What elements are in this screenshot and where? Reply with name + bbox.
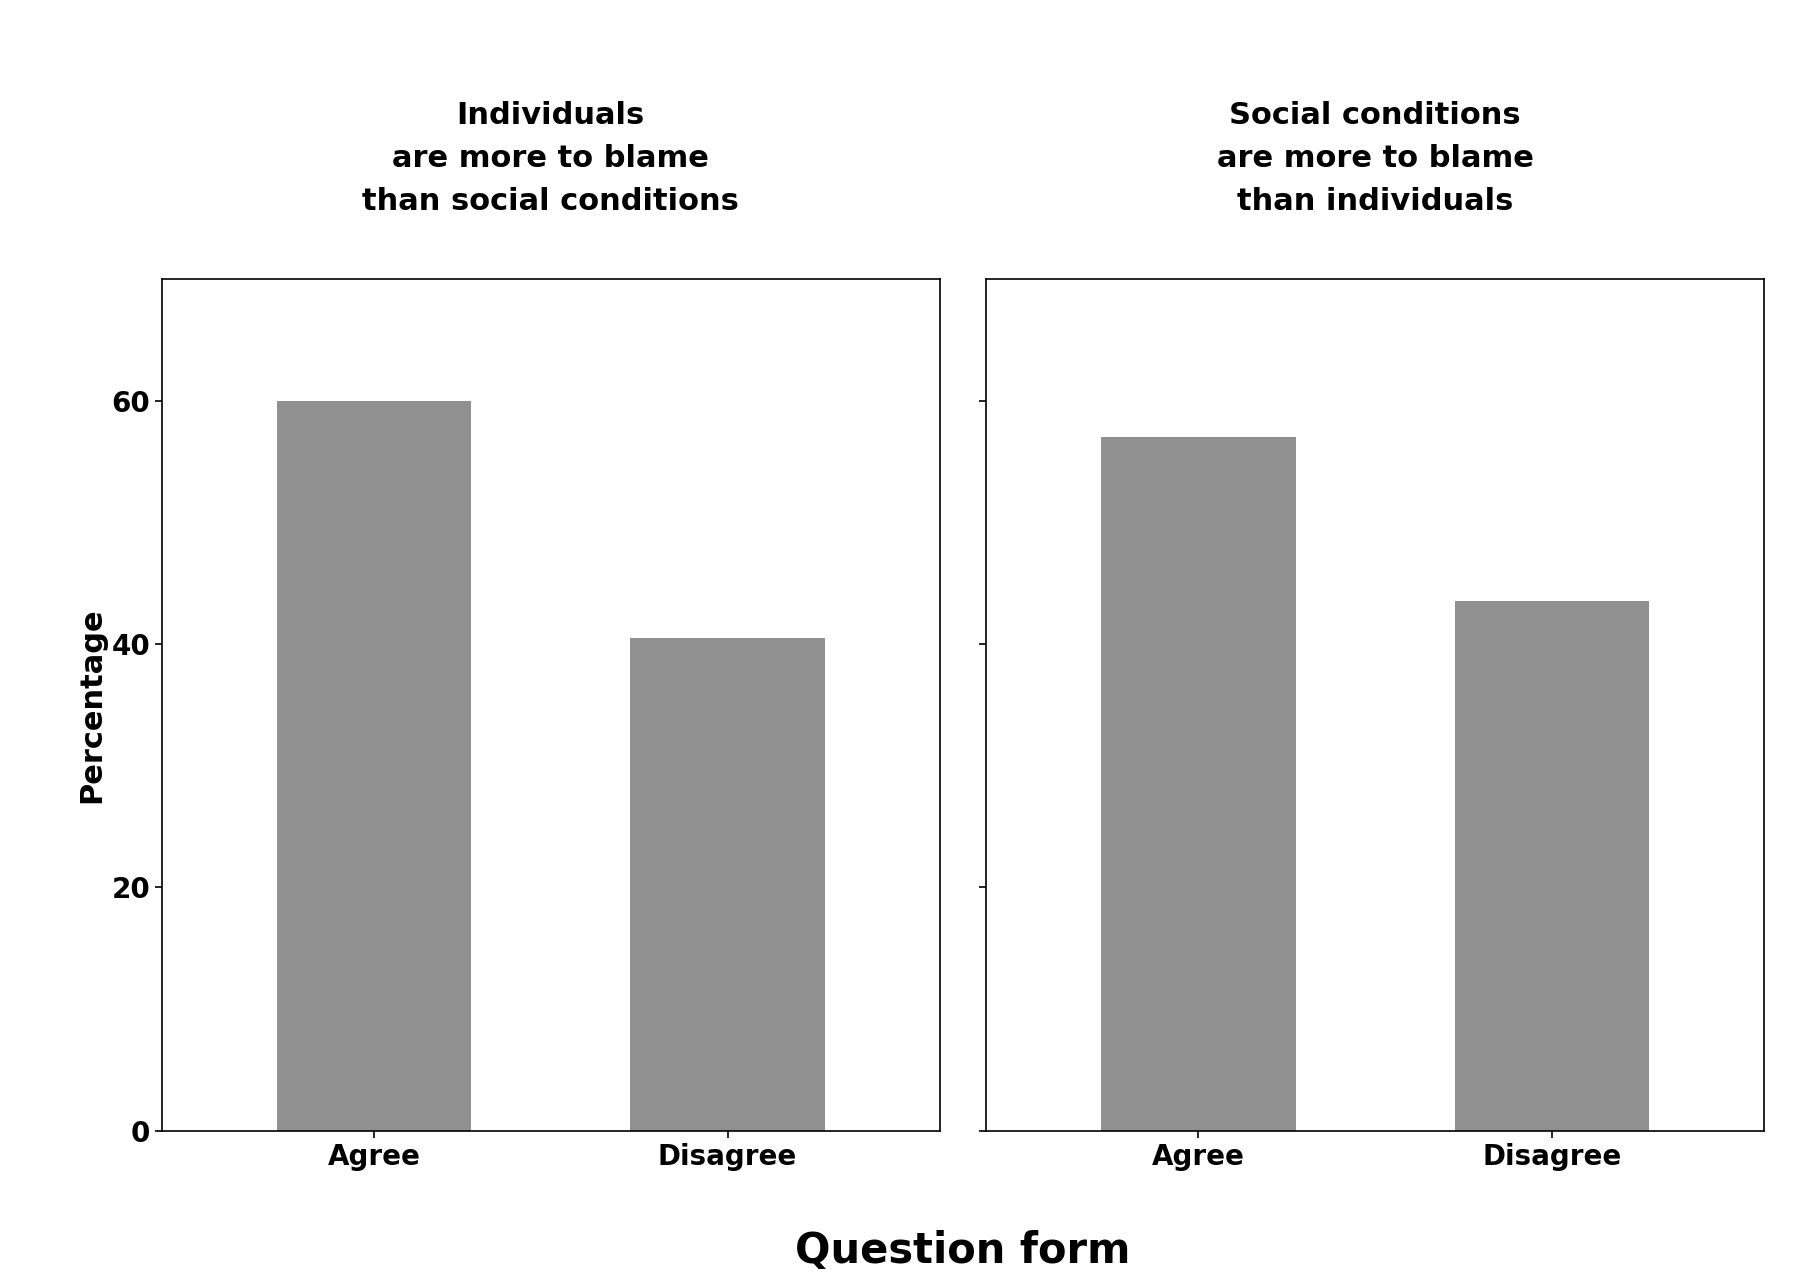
Bar [1454,601,1649,1131]
Text: Question form: Question form [796,1230,1130,1272]
Bar [1102,437,1296,1131]
Y-axis label: Percentage: Percentage [77,607,106,803]
Text: Individuals
are more to blame
than social conditions: Individuals are more to blame than socia… [362,102,740,216]
Text: Social conditions
are more to blame
than individuals: Social conditions are more to blame than… [1217,102,1534,216]
Bar [630,637,824,1131]
Bar [277,401,472,1131]
